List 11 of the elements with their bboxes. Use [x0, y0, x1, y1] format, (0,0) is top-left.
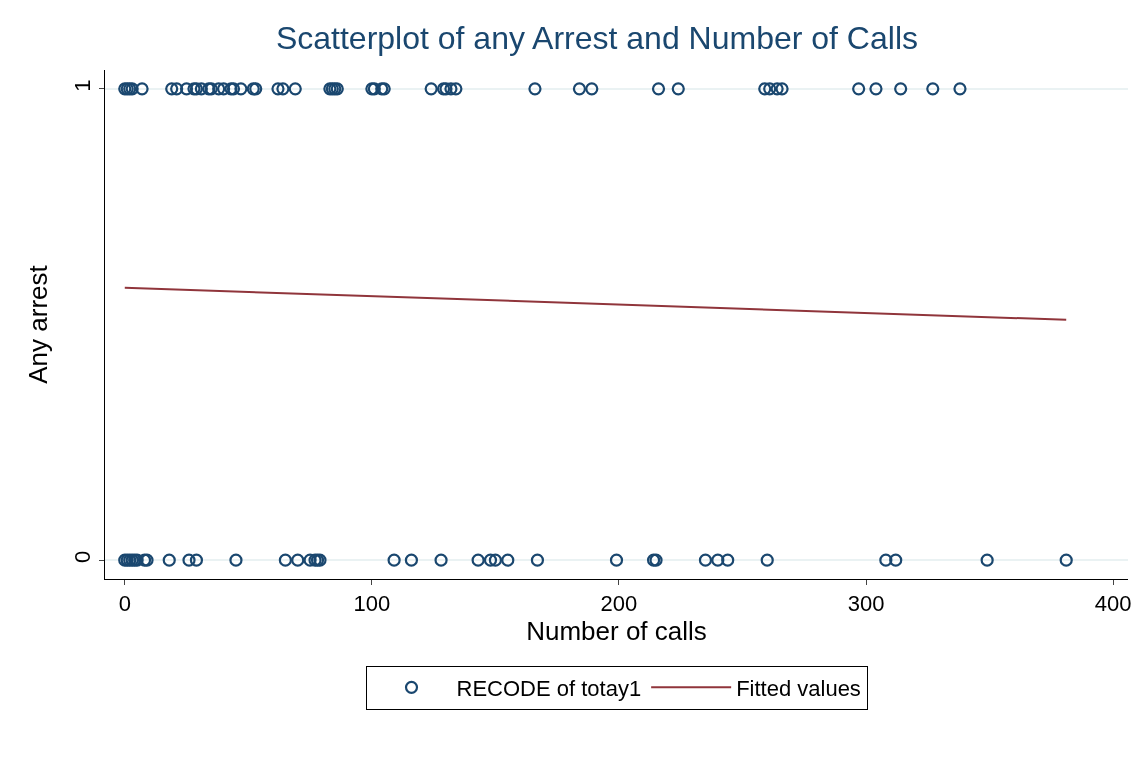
- x-tick-label: 200: [600, 591, 638, 617]
- y-axis-title: Any arrest: [22, 264, 53, 384]
- x-axis-title: Number of calls: [526, 616, 707, 647]
- x-tick-label: 400: [1094, 591, 1132, 617]
- legend-label: RECODE of totay1: [456, 675, 642, 701]
- x-tick-label: 100: [353, 591, 391, 617]
- y-tick-label: 1: [70, 79, 96, 92]
- legend-label: Fitted values: [736, 675, 861, 701]
- x-tick-label: 300: [847, 591, 885, 617]
- x-tick-label: 0: [118, 591, 131, 617]
- chart-title: Scatterplot of any Arrest and Number of Calls: [275, 20, 918, 57]
